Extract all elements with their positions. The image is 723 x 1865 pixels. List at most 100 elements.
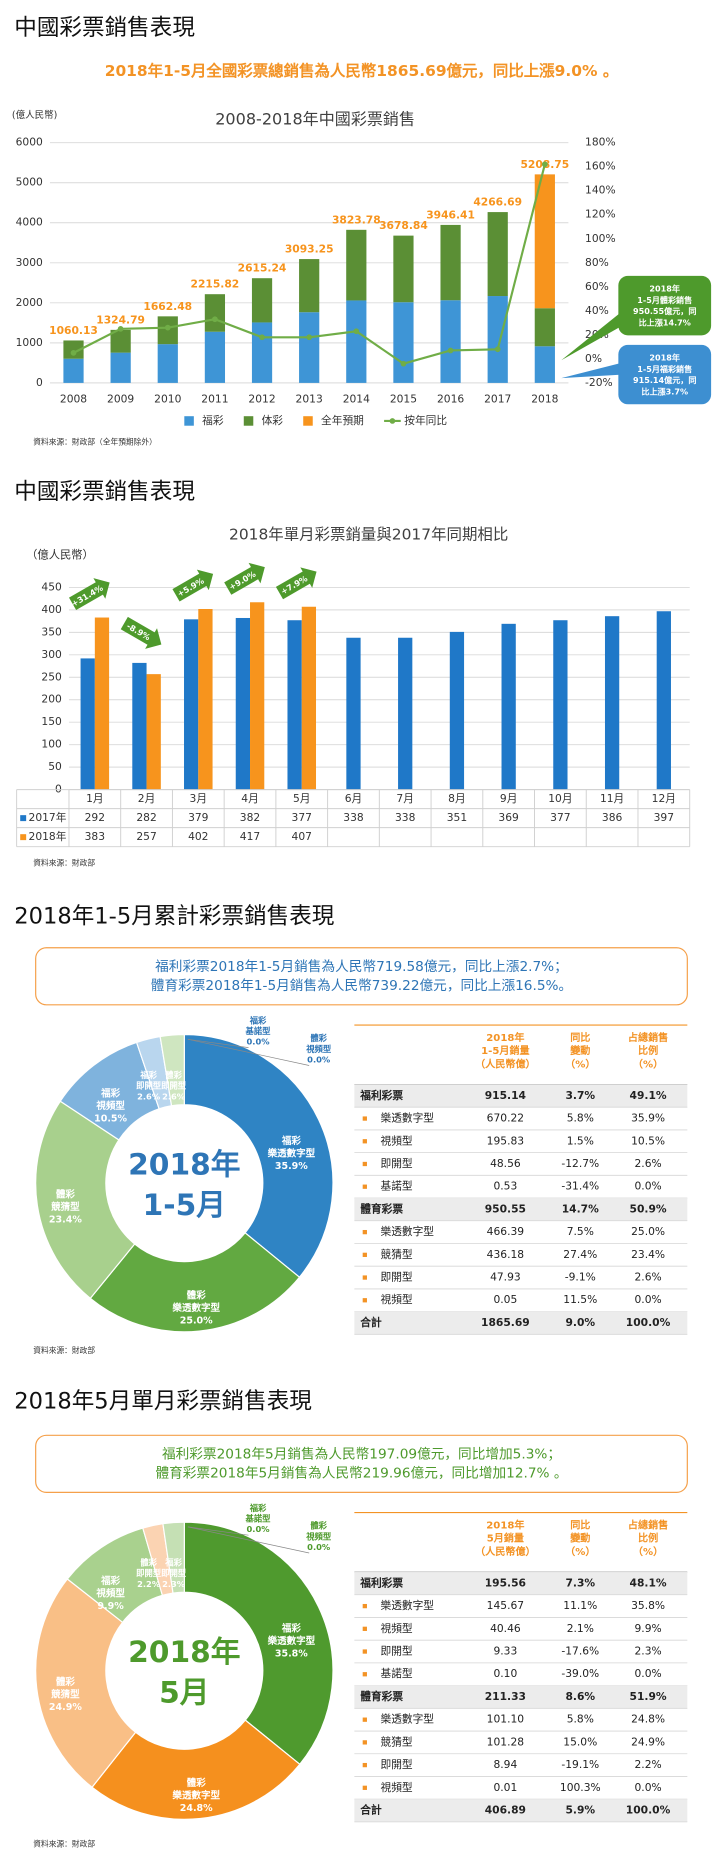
arrow-shape	[172, 569, 214, 602]
donut-label-value: 0.0%	[247, 1524, 271, 1534]
callout-text-line: 福利彩票2018年1-5月銷售為人民幣719.58億元，同比上漲2.7%；	[155, 959, 568, 975]
donut-label-line: 體彩	[187, 1289, 207, 1301]
table-header-line: 1-5月銷量	[481, 1044, 530, 1057]
donut-label-line: 體彩	[140, 1557, 157, 1567]
table-cell: 5.8%	[567, 1112, 594, 1125]
table-header-line: （%）	[633, 1057, 663, 1070]
x-tick-label: 4月	[241, 792, 259, 805]
callout-bubble-text: 2018年 1-5月體彩銷售 950.55億元，同比上漲14.7%	[633, 283, 697, 327]
table-cell: 2.6%	[635, 1157, 662, 1170]
y2-tick-label: -20%	[585, 376, 613, 389]
table-value: 397	[654, 811, 674, 824]
bar-segment	[251, 322, 273, 383]
table-cell: 2.3%	[635, 1645, 662, 1658]
y2-tick-label: 160%	[585, 160, 616, 173]
y-tick-label: 50	[48, 760, 62, 773]
legend-swatch	[184, 416, 194, 426]
bar-segment	[534, 308, 555, 347]
table-cell: 145.67	[487, 1599, 524, 1612]
leader-line	[187, 1526, 249, 1536]
table-cell: 0.01	[493, 1781, 517, 1794]
table-cell: 23.4%	[631, 1248, 665, 1261]
x-tick-label: 9月	[500, 792, 518, 805]
table-row-name: 樂透數字型	[381, 1713, 435, 1726]
table-row-name: 即開型	[381, 1157, 413, 1170]
y2-tick-label: 140%	[585, 184, 616, 197]
table-row-name: 視頻型	[381, 1781, 413, 1794]
yoy-point	[400, 360, 407, 367]
table-value: 351	[447, 811, 467, 824]
table-cell: -9.1%	[565, 1271, 596, 1284]
table-row-name: 合計	[359, 1804, 382, 1817]
table-cell: 15.0%	[563, 1735, 597, 1748]
stage: 2018年1-5月全國彩票總銷售為人民幣1865.69億元，同比上漲9.0% 。…	[12, 15, 712, 1848]
table-bullet	[362, 1717, 367, 1722]
table-cell: 48.1%	[630, 1576, 667, 1589]
x-tick-label: 2015	[390, 393, 417, 406]
yoy-point	[164, 324, 171, 331]
x-tick-label: 2009	[107, 393, 134, 406]
donut-label-line: 即開型	[161, 1568, 187, 1578]
y2-tick-label: 100%	[585, 232, 616, 245]
donut-label-line: 視頻型	[305, 1531, 332, 1541]
donut-label-line: 福彩	[164, 1557, 182, 1567]
total-label: 3946.41	[426, 208, 475, 221]
table-row-name: 合計	[359, 1316, 382, 1329]
table-cell: 11.1%	[563, 1599, 597, 1612]
donut-label-line: 樂透數字型	[267, 1147, 316, 1159]
callout-bubble-text: 2018年 1-5月福彩銷售 915.14億元，同比上漲3.7%	[633, 352, 697, 396]
table-bullet	[362, 1184, 367, 1189]
table-row-name: 體育彩票	[360, 1202, 403, 1215]
table-row-name: 基諾型	[381, 1180, 413, 1193]
y-tick-label: 5000	[16, 176, 43, 189]
section-heading: 2018年5月單月彩票銷售表現	[14, 1388, 312, 1414]
donut-center-text: 2018年 1-5月	[128, 1147, 240, 1222]
yoy-point	[117, 326, 124, 332]
donut-label-line: 基諾型	[245, 1513, 272, 1523]
donut-label-line: 視頻型	[305, 1043, 332, 1053]
donut-label: 體彩視頻型 0.0%	[305, 1033, 332, 1064]
table-row-name: 樂透數字型	[381, 1599, 435, 1612]
source-note: 資料來源：財政部（全年預期除外）	[33, 436, 157, 446]
donut-label-line: 福彩	[100, 1087, 121, 1099]
donut-label-value: 2.3%	[162, 1578, 186, 1588]
table-value: 377	[292, 811, 312, 824]
table-cell: 436.18	[487, 1248, 525, 1261]
table-cell: 8.94	[493, 1758, 517, 1771]
donut-label-line: 體彩	[310, 1520, 327, 1530]
table-cell: 51.9%	[630, 1690, 667, 1703]
donut-hole	[105, 1104, 263, 1262]
table-cell: 915.14	[485, 1089, 526, 1102]
x-tick-label: 12月	[652, 792, 676, 805]
table-row-name: 樂透數字型	[381, 1225, 435, 1238]
y-tick-label: 0	[36, 376, 43, 389]
donut-label-line: 視頻型	[95, 1587, 125, 1599]
table-value: 292	[85, 811, 105, 824]
table-cell: 100.3%	[560, 1781, 601, 1794]
table-cell: -12.7%	[561, 1157, 599, 1170]
donut-label: 體彩樂透數字型 25.0%	[171, 1289, 220, 1326]
table-header-line: 同比	[570, 1031, 590, 1044]
table-bullet	[362, 1672, 367, 1677]
leader-line	[187, 1038, 310, 1066]
change-arrow: -8.9%	[120, 616, 162, 649]
yoy-point	[70, 350, 77, 356]
table-bullet	[362, 1116, 367, 1121]
bar	[604, 616, 620, 790]
y-tick-label: 300	[41, 648, 62, 661]
bar	[94, 617, 110, 790]
bar-segment	[440, 300, 461, 383]
donut-label: 福彩視頻型 10.5%	[94, 1087, 127, 1124]
bar-segment	[534, 346, 555, 383]
table-row-name: 體育彩票	[360, 1690, 403, 1703]
callout-bubble-text-line: 1-5月體彩銷售	[637, 294, 692, 304]
donut-label-value: 35.9%	[275, 1160, 308, 1171]
table-header: 同比變動（%）	[565, 1519, 595, 1558]
x-tick-label: 11月	[600, 792, 624, 805]
table-cell: 24.9%	[631, 1735, 665, 1748]
table-cell: 195.56	[485, 1576, 526, 1589]
table-cell: 1.5%	[567, 1134, 594, 1147]
table-cell: 195.83	[487, 1134, 524, 1147]
legend-label: 2017年	[29, 811, 67, 824]
donut-label-line: 福彩	[281, 1134, 302, 1146]
